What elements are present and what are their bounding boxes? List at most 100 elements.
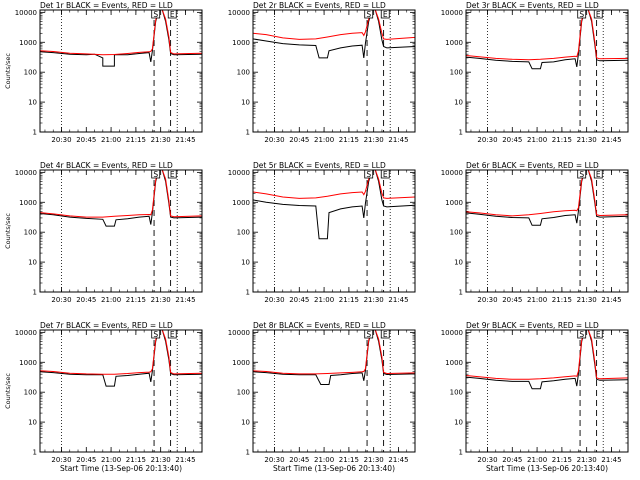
y-tick-label: 1000	[232, 359, 250, 367]
panel-frame	[39, 169, 203, 293]
y-axis-label: Counts/sec	[4, 53, 12, 89]
marker-label-s: S	[153, 170, 158, 179]
series-red-line	[466, 330, 628, 380]
marker-label-e: E	[383, 10, 388, 19]
panel-det-5r: Det 5r BLACK = Events, RED = LLD 1 10 100 10…	[228, 161, 416, 304]
y-tick-label: 10000	[441, 169, 463, 177]
panel-title: Det 2r BLACK = Events, RED = LLD	[253, 1, 386, 10]
y-tick-label: 10	[454, 99, 463, 107]
x-tick-label: 20:30	[51, 456, 71, 464]
x-tick-label: 20:45	[289, 456, 309, 464]
series-red-line	[40, 330, 202, 375]
y-tick-label: 1	[246, 449, 250, 457]
x-tick-label: 20:45	[76, 136, 96, 144]
y-tick-label: 100	[450, 229, 463, 237]
panel-det-3r: Det 3r BLACK = Events, RED = LLD 1 10 100 10…	[441, 1, 629, 144]
series-red-line	[40, 170, 202, 218]
y-tick-label: 10	[28, 99, 37, 107]
y-tick-label: 100	[24, 389, 37, 397]
y-tick-label: 1	[33, 449, 37, 457]
x-tick-label: 21:15	[339, 456, 359, 464]
y-tick-label: 10000	[441, 329, 463, 337]
series-black-line	[466, 170, 628, 226]
y-tick-label: 1	[33, 129, 37, 137]
x-tick-label: 21:00	[527, 296, 547, 304]
x-tick-label: 21:30	[364, 456, 384, 464]
panel-frame	[465, 169, 629, 293]
y-axis-label: Counts/sec	[4, 213, 12, 249]
y-tick-label: 1	[246, 289, 250, 297]
y-tick-label: 1000	[19, 199, 37, 207]
y-tick-label: 1	[246, 129, 250, 137]
x-tick-label: 20:45	[502, 136, 522, 144]
x-tick-label: 21:15	[126, 136, 146, 144]
series-red-line	[466, 170, 628, 217]
marker-label-e: E	[596, 10, 601, 19]
y-axis-label: Counts/sec	[4, 373, 12, 409]
panel-title: Det 5r BLACK = Events, RED = LLD	[253, 161, 386, 170]
marker-label-e: E	[170, 10, 175, 19]
y-tick-label: 10000	[228, 9, 250, 17]
x-tick-label: 20:45	[76, 296, 96, 304]
x-tick-label: 21:00	[101, 296, 121, 304]
marker-label-s: S	[579, 330, 584, 339]
y-tick-label: 10	[241, 259, 250, 267]
y-tick-label: 100	[24, 69, 37, 77]
y-tick-label: 1	[459, 449, 463, 457]
x-tick-label: 21:00	[314, 296, 334, 304]
x-tick-label: 20:30	[477, 136, 497, 144]
y-tick-label: 100	[237, 389, 250, 397]
x-tick-label: 21:45	[388, 296, 408, 304]
x-axis-label: Start Time (13-Sep-06 20:13:40)	[486, 464, 608, 473]
x-tick-label: 21:30	[151, 456, 171, 464]
y-tick-label: 10000	[228, 329, 250, 337]
x-tick-label: 20:30	[477, 296, 497, 304]
y-tick-label: 10	[28, 419, 37, 427]
x-tick-label: 21:15	[126, 296, 146, 304]
series-red-line	[253, 10, 415, 40]
y-tick-label: 1000	[445, 39, 463, 47]
y-tick-label: 1000	[232, 39, 250, 47]
series-black-line	[466, 330, 628, 390]
panel-frame	[252, 329, 416, 453]
panel-det-6r: Det 6r BLACK = Events, RED = LLD 1 10 100 10…	[441, 161, 629, 304]
x-tick-label: 20:30	[51, 296, 71, 304]
x-tick-label: 20:30	[264, 136, 284, 144]
marker-label-s: S	[153, 330, 158, 339]
panel-frame	[252, 9, 416, 133]
y-tick-label: 100	[237, 69, 250, 77]
x-tick-label: 21:30	[577, 296, 597, 304]
y-tick-label: 1	[459, 289, 463, 297]
y-tick-label: 1000	[19, 39, 37, 47]
x-tick-label: 21:45	[388, 456, 408, 464]
series-red-line	[40, 10, 202, 56]
marker-label-s: S	[153, 10, 158, 19]
y-tick-label: 1000	[19, 359, 37, 367]
series-red-line	[466, 10, 628, 61]
x-tick-label: 21:45	[175, 136, 195, 144]
series-red-line	[253, 330, 415, 375]
panel-title: Det 1r BLACK = Events, RED = LLD	[40, 1, 173, 10]
y-tick-label: 100	[450, 389, 463, 397]
panel-title: Det 8r BLACK = Events, RED = LLD	[253, 321, 386, 330]
panel-title: Det 7r BLACK = Events, RED = LLD	[40, 321, 173, 330]
x-tick-label: 20:45	[502, 456, 522, 464]
y-tick-label: 1	[33, 289, 37, 297]
panel-frame	[39, 329, 203, 453]
x-tick-label: 20:45	[289, 296, 309, 304]
y-tick-label: 10000	[15, 329, 37, 337]
x-axis-label: Start Time (13-Sep-06 20:13:40)	[273, 464, 395, 473]
marker-label-e: E	[170, 330, 175, 339]
y-tick-label: 10000	[15, 169, 37, 177]
x-tick-label: 21:30	[364, 296, 384, 304]
series-black-line	[40, 170, 202, 227]
panel-det-1r: Det 1r BLACK = Events, RED = LLD 1 10 100 10…	[4, 1, 203, 144]
y-tick-label: 1	[459, 129, 463, 137]
y-tick-label: 1000	[445, 199, 463, 207]
marker-label-s: S	[579, 170, 584, 179]
x-tick-label: 21:30	[577, 456, 597, 464]
marker-label-s: S	[579, 10, 584, 19]
y-tick-label: 1000	[232, 199, 250, 207]
x-tick-label: 21:45	[601, 136, 621, 144]
y-tick-label: 10	[454, 419, 463, 427]
